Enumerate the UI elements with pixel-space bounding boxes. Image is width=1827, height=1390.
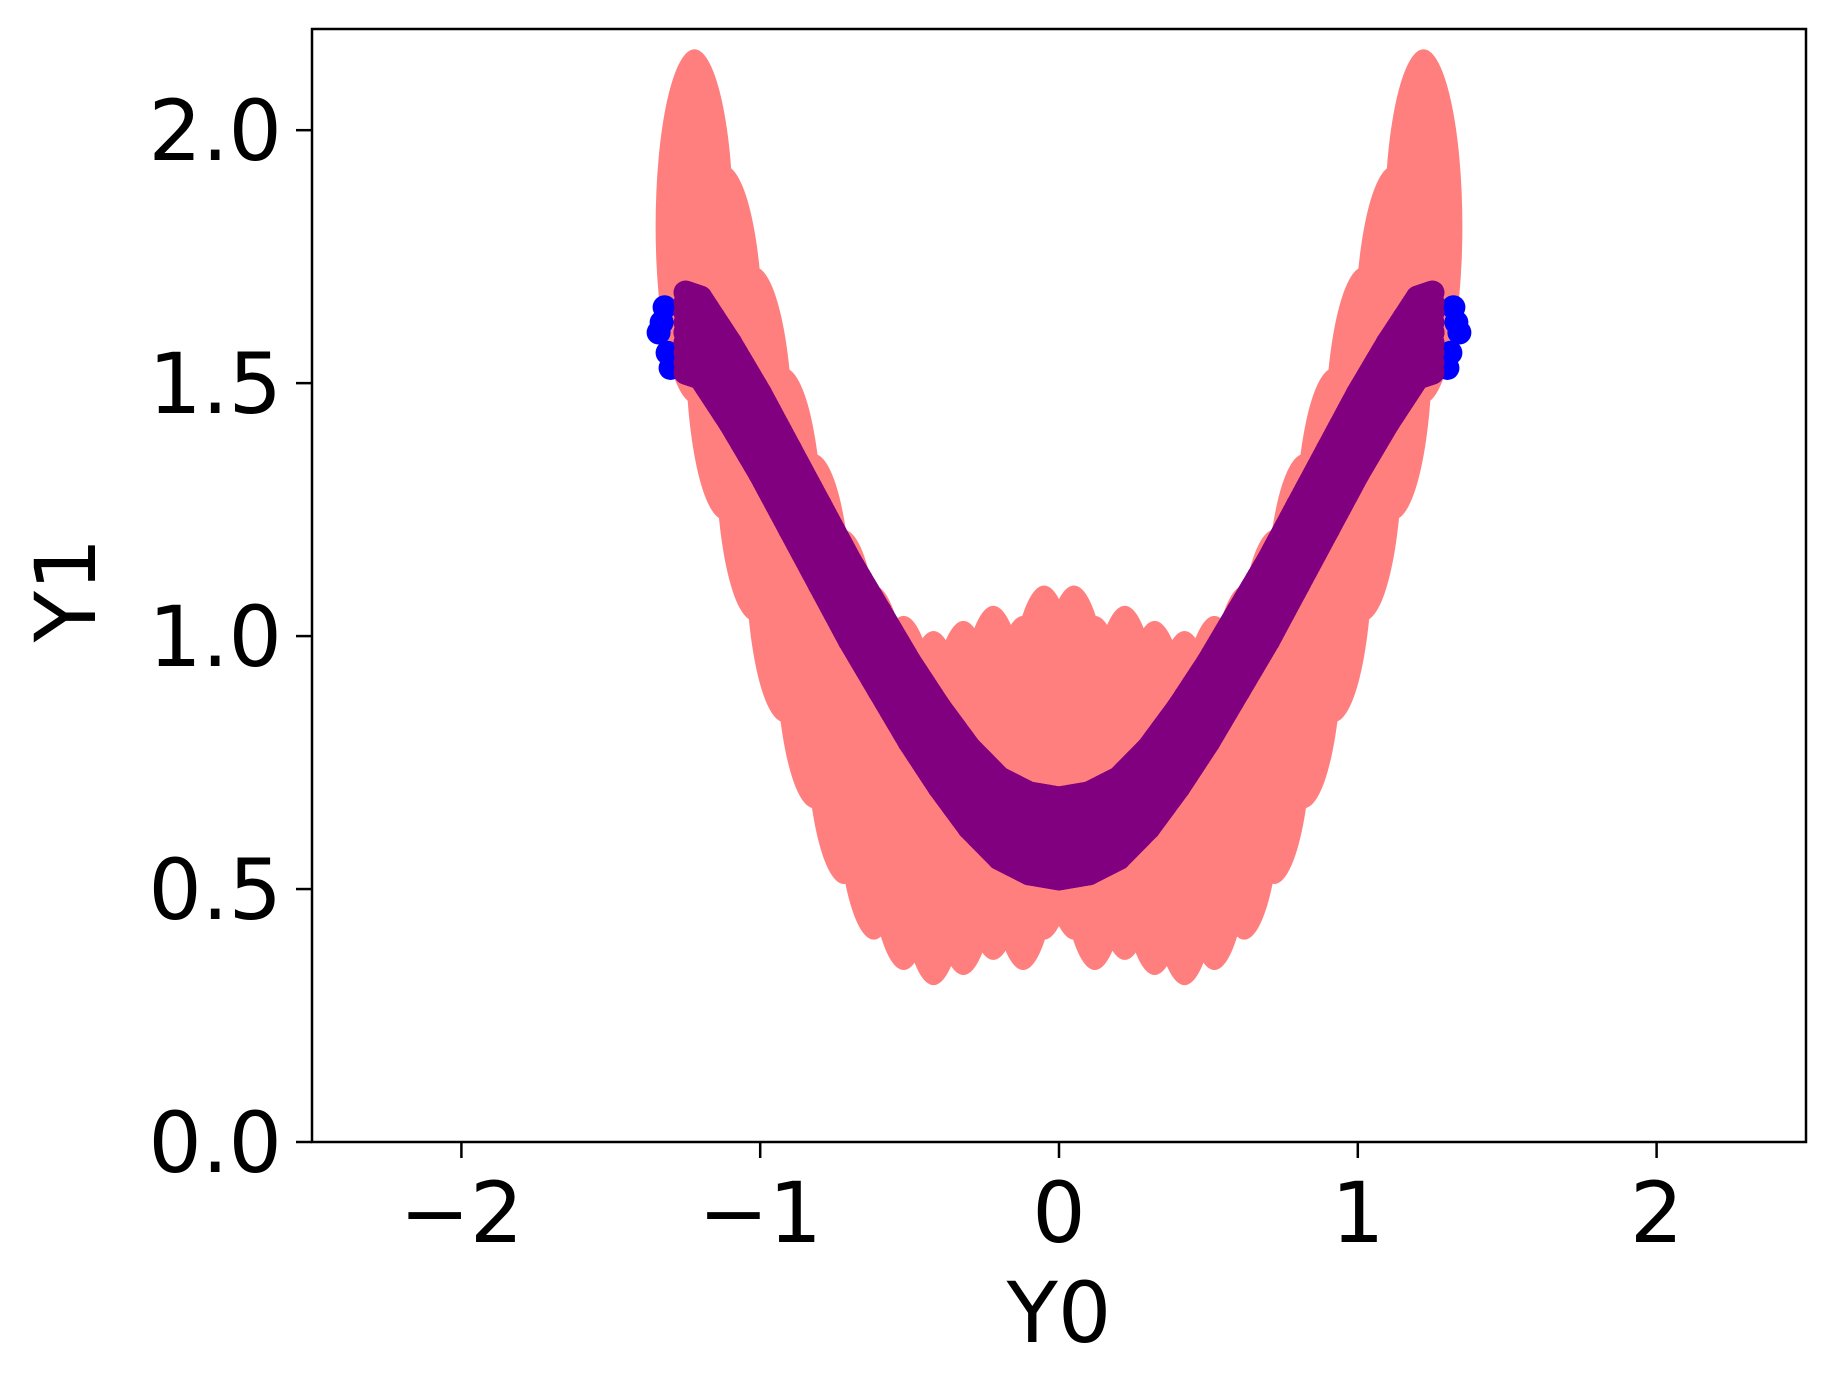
x-axis-ticks: −2 −1 0 1 2 <box>399 1142 1683 1262</box>
y-tick-label: 0.5 <box>148 841 282 939</box>
scatter-point <box>1447 320 1472 345</box>
x-axis-label: Y0 <box>1006 1264 1112 1362</box>
y-tick-label: 1.5 <box>148 335 282 433</box>
series-1 <box>646 295 1472 380</box>
x-tick-label: 2 <box>1630 1164 1683 1262</box>
y-tick-label: 2.0 <box>148 82 282 180</box>
plot-background <box>312 29 1806 1142</box>
scatter-point <box>1438 340 1463 365</box>
marks-layer <box>646 49 1472 986</box>
scatter-point <box>1420 360 1445 385</box>
x-tick-label: −2 <box>399 1164 523 1262</box>
y-tick-label: 1.0 <box>148 588 282 686</box>
x-tick-label: −1 <box>698 1164 822 1262</box>
y-axis-label: Y1 <box>17 538 115 644</box>
y-axis-ticks: 0.0 0.5 1.0 1.5 2.0 <box>148 82 312 1192</box>
series-2 <box>673 280 1445 891</box>
y-tick-label: 0.0 <box>148 1094 282 1192</box>
scatter-point <box>652 295 677 320</box>
x-tick-label: 0 <box>1032 1164 1085 1262</box>
x-tick-label: 1 <box>1331 1164 1384 1262</box>
